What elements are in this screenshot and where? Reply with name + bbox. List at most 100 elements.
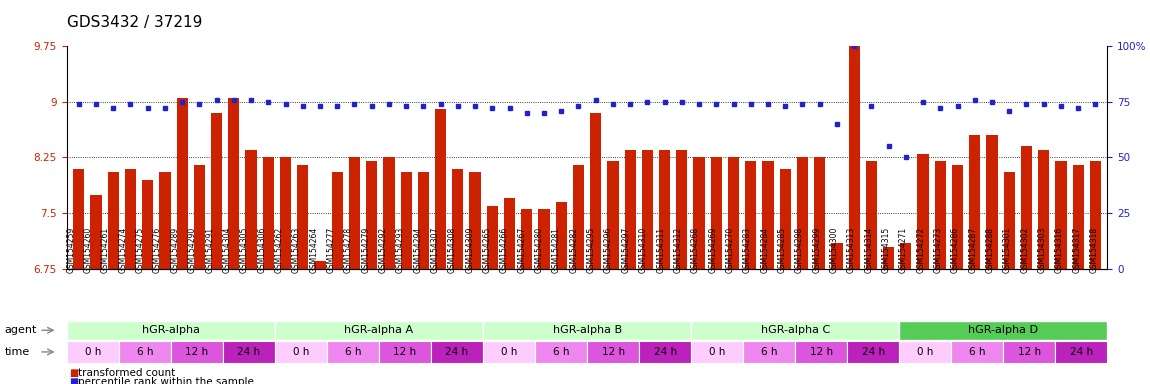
Bar: [1056, 161, 1066, 269]
Text: GSM154280: GSM154280: [535, 227, 544, 273]
Text: ■: ■: [69, 377, 78, 384]
Text: GSM154312: GSM154312: [674, 227, 682, 273]
Text: GSM154285: GSM154285: [777, 227, 787, 273]
Text: GSM154294: GSM154294: [413, 227, 422, 273]
Text: GSM154309: GSM154309: [466, 226, 474, 273]
Bar: [883, 247, 895, 269]
Bar: [143, 180, 153, 269]
Bar: [866, 161, 877, 269]
Bar: [711, 157, 722, 269]
Bar: [74, 169, 84, 269]
Bar: [177, 98, 187, 269]
Text: 12 h: 12 h: [393, 347, 416, 357]
Bar: [642, 150, 653, 269]
Text: percentile rank within the sample: percentile rank within the sample: [78, 377, 254, 384]
Text: GSM154299: GSM154299: [812, 227, 821, 273]
Text: GSM154313: GSM154313: [846, 227, 856, 273]
Text: GSM154273: GSM154273: [934, 227, 943, 273]
Bar: [1038, 150, 1049, 269]
Text: GSM154279: GSM154279: [361, 227, 370, 273]
Bar: [245, 150, 256, 269]
Text: GSM154308: GSM154308: [448, 227, 457, 273]
Text: GSM154298: GSM154298: [795, 227, 804, 273]
Bar: [279, 157, 291, 269]
Text: 0 h: 0 h: [501, 347, 518, 357]
Text: ■: ■: [69, 368, 78, 378]
Text: 24 h: 24 h: [445, 347, 468, 357]
Bar: [780, 169, 791, 269]
Bar: [797, 157, 808, 269]
Bar: [366, 161, 377, 269]
Text: GSM154264: GSM154264: [309, 227, 319, 273]
Bar: [504, 198, 515, 269]
Bar: [935, 161, 946, 269]
Bar: [590, 113, 601, 269]
Bar: [348, 157, 360, 269]
Text: GSM154272: GSM154272: [917, 227, 926, 273]
Bar: [849, 42, 860, 269]
Bar: [1004, 172, 1014, 269]
Text: GSM154281: GSM154281: [552, 227, 561, 273]
Text: GSM154306: GSM154306: [258, 226, 266, 273]
Text: hGR-alpha D: hGR-alpha D: [968, 325, 1038, 335]
Text: GSM154263: GSM154263: [292, 227, 301, 273]
Text: GSM154268: GSM154268: [691, 227, 700, 273]
Text: GSM154275: GSM154275: [136, 227, 145, 273]
Bar: [745, 161, 757, 269]
Text: GSM154262: GSM154262: [275, 227, 284, 273]
Text: GSM154266: GSM154266: [500, 227, 509, 273]
Text: GSM154286: GSM154286: [951, 227, 960, 273]
Text: GSM154284: GSM154284: [760, 227, 769, 273]
Text: 24 h: 24 h: [1070, 347, 1092, 357]
Bar: [762, 161, 774, 269]
Text: GSM154291: GSM154291: [205, 227, 214, 273]
Bar: [814, 157, 826, 269]
Bar: [1021, 146, 1032, 269]
Bar: [486, 206, 498, 269]
Bar: [108, 172, 118, 269]
Text: GSM154274: GSM154274: [118, 227, 128, 273]
Text: GSM154288: GSM154288: [986, 227, 995, 273]
Bar: [676, 150, 688, 269]
Bar: [659, 150, 670, 269]
Text: 0 h: 0 h: [918, 347, 934, 357]
Text: GSM154300: GSM154300: [829, 226, 838, 273]
Text: GSM154293: GSM154293: [396, 227, 405, 273]
Text: GSM154305: GSM154305: [240, 226, 248, 273]
Bar: [987, 135, 997, 269]
Bar: [331, 172, 343, 269]
Bar: [693, 157, 705, 269]
Bar: [125, 169, 136, 269]
Bar: [573, 165, 584, 269]
Text: 0 h: 0 h: [85, 347, 101, 357]
Text: GSM154318: GSM154318: [1090, 227, 1098, 273]
Text: transformed count: transformed count: [78, 368, 176, 378]
Text: 6 h: 6 h: [345, 347, 361, 357]
Bar: [91, 195, 101, 269]
Text: GSM154259: GSM154259: [67, 227, 76, 273]
Text: hGR-alpha: hGR-alpha: [141, 325, 200, 335]
Text: GSM154270: GSM154270: [726, 227, 735, 273]
Text: 12 h: 12 h: [185, 347, 208, 357]
Text: 0 h: 0 h: [710, 347, 726, 357]
Bar: [969, 135, 980, 269]
Text: hGR-alpha C: hGR-alpha C: [760, 325, 830, 335]
Text: 6 h: 6 h: [969, 347, 986, 357]
Text: GSM154269: GSM154269: [708, 227, 718, 273]
Text: GSM154265: GSM154265: [483, 227, 492, 273]
Text: GSM154267: GSM154267: [518, 227, 527, 273]
Bar: [194, 165, 205, 269]
Text: GSM154310: GSM154310: [638, 227, 647, 273]
Bar: [262, 157, 274, 269]
Text: GSM154296: GSM154296: [604, 227, 613, 273]
Bar: [160, 172, 170, 269]
Text: GSM154282: GSM154282: [569, 227, 578, 273]
Bar: [900, 243, 912, 269]
Bar: [228, 98, 239, 269]
Text: GSM154290: GSM154290: [187, 227, 197, 273]
Bar: [452, 169, 463, 269]
Text: GSM154316: GSM154316: [1055, 227, 1064, 273]
Text: GSM154315: GSM154315: [882, 227, 890, 273]
Text: GSM154261: GSM154261: [101, 227, 110, 273]
Text: GSM154278: GSM154278: [344, 227, 353, 273]
